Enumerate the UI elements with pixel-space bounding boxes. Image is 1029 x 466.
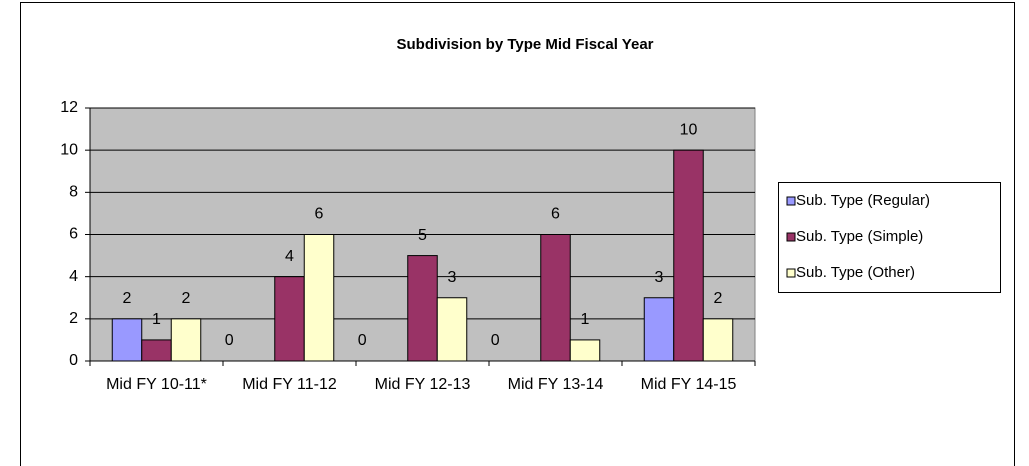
data-label: 2 [123, 290, 132, 307]
y-tick-label: 4 [69, 268, 78, 285]
bar [170, 318, 202, 362]
x-tick-label: Mid FY 10-11* [106, 376, 207, 393]
bar [436, 297, 468, 362]
data-label: 5 [418, 227, 427, 244]
x-tick-label: Mid FY 12-13 [375, 376, 471, 393]
data-label: 2 [182, 290, 191, 307]
bar [643, 297, 675, 362]
x-tick-label: Mid FY 11-12 [242, 376, 337, 393]
x-tick-label: Mid FY 14-15 [641, 376, 737, 393]
data-label: 2 [714, 290, 723, 307]
bar [141, 339, 172, 362]
legend-label: Sub. Type (Other) [796, 264, 915, 281]
bar [540, 234, 571, 362]
data-label: 10 [680, 121, 698, 138]
bar [702, 318, 734, 362]
data-label: 0 [225, 332, 234, 349]
data-label: 0 [358, 332, 367, 349]
data-label: 1 [581, 311, 590, 328]
bar [407, 255, 438, 362]
data-label: 6 [551, 206, 560, 223]
x-tick-label: Mid FY 13-14 [508, 376, 604, 393]
legend-label: Sub. Type (Regular) [796, 192, 930, 209]
legend-swatch [786, 232, 796, 242]
data-label: 1 [152, 311, 161, 328]
data-label: 3 [655, 269, 664, 286]
bar [569, 339, 601, 362]
legend-swatch [786, 268, 796, 278]
y-tick-label: 6 [69, 226, 78, 243]
y-tick-label: 10 [60, 141, 78, 158]
data-label: 3 [448, 269, 457, 286]
y-tick-label: 0 [69, 352, 78, 369]
data-label: 4 [285, 248, 294, 265]
bar [303, 234, 335, 362]
legend-label: Sub. Type (Simple) [796, 228, 923, 245]
y-tick-label: 2 [69, 310, 78, 327]
data-label: 0 [491, 332, 500, 349]
y-tick-label: 8 [69, 184, 78, 201]
chart-title: Subdivision by Type Mid Fiscal Year [396, 36, 653, 53]
data-label: 6 [315, 206, 324, 223]
y-tick-label: 12 [60, 99, 78, 116]
legend-swatch [786, 196, 796, 206]
bar [274, 276, 305, 362]
legend-box [778, 182, 1001, 293]
bar [673, 149, 704, 362]
bar [111, 318, 143, 362]
